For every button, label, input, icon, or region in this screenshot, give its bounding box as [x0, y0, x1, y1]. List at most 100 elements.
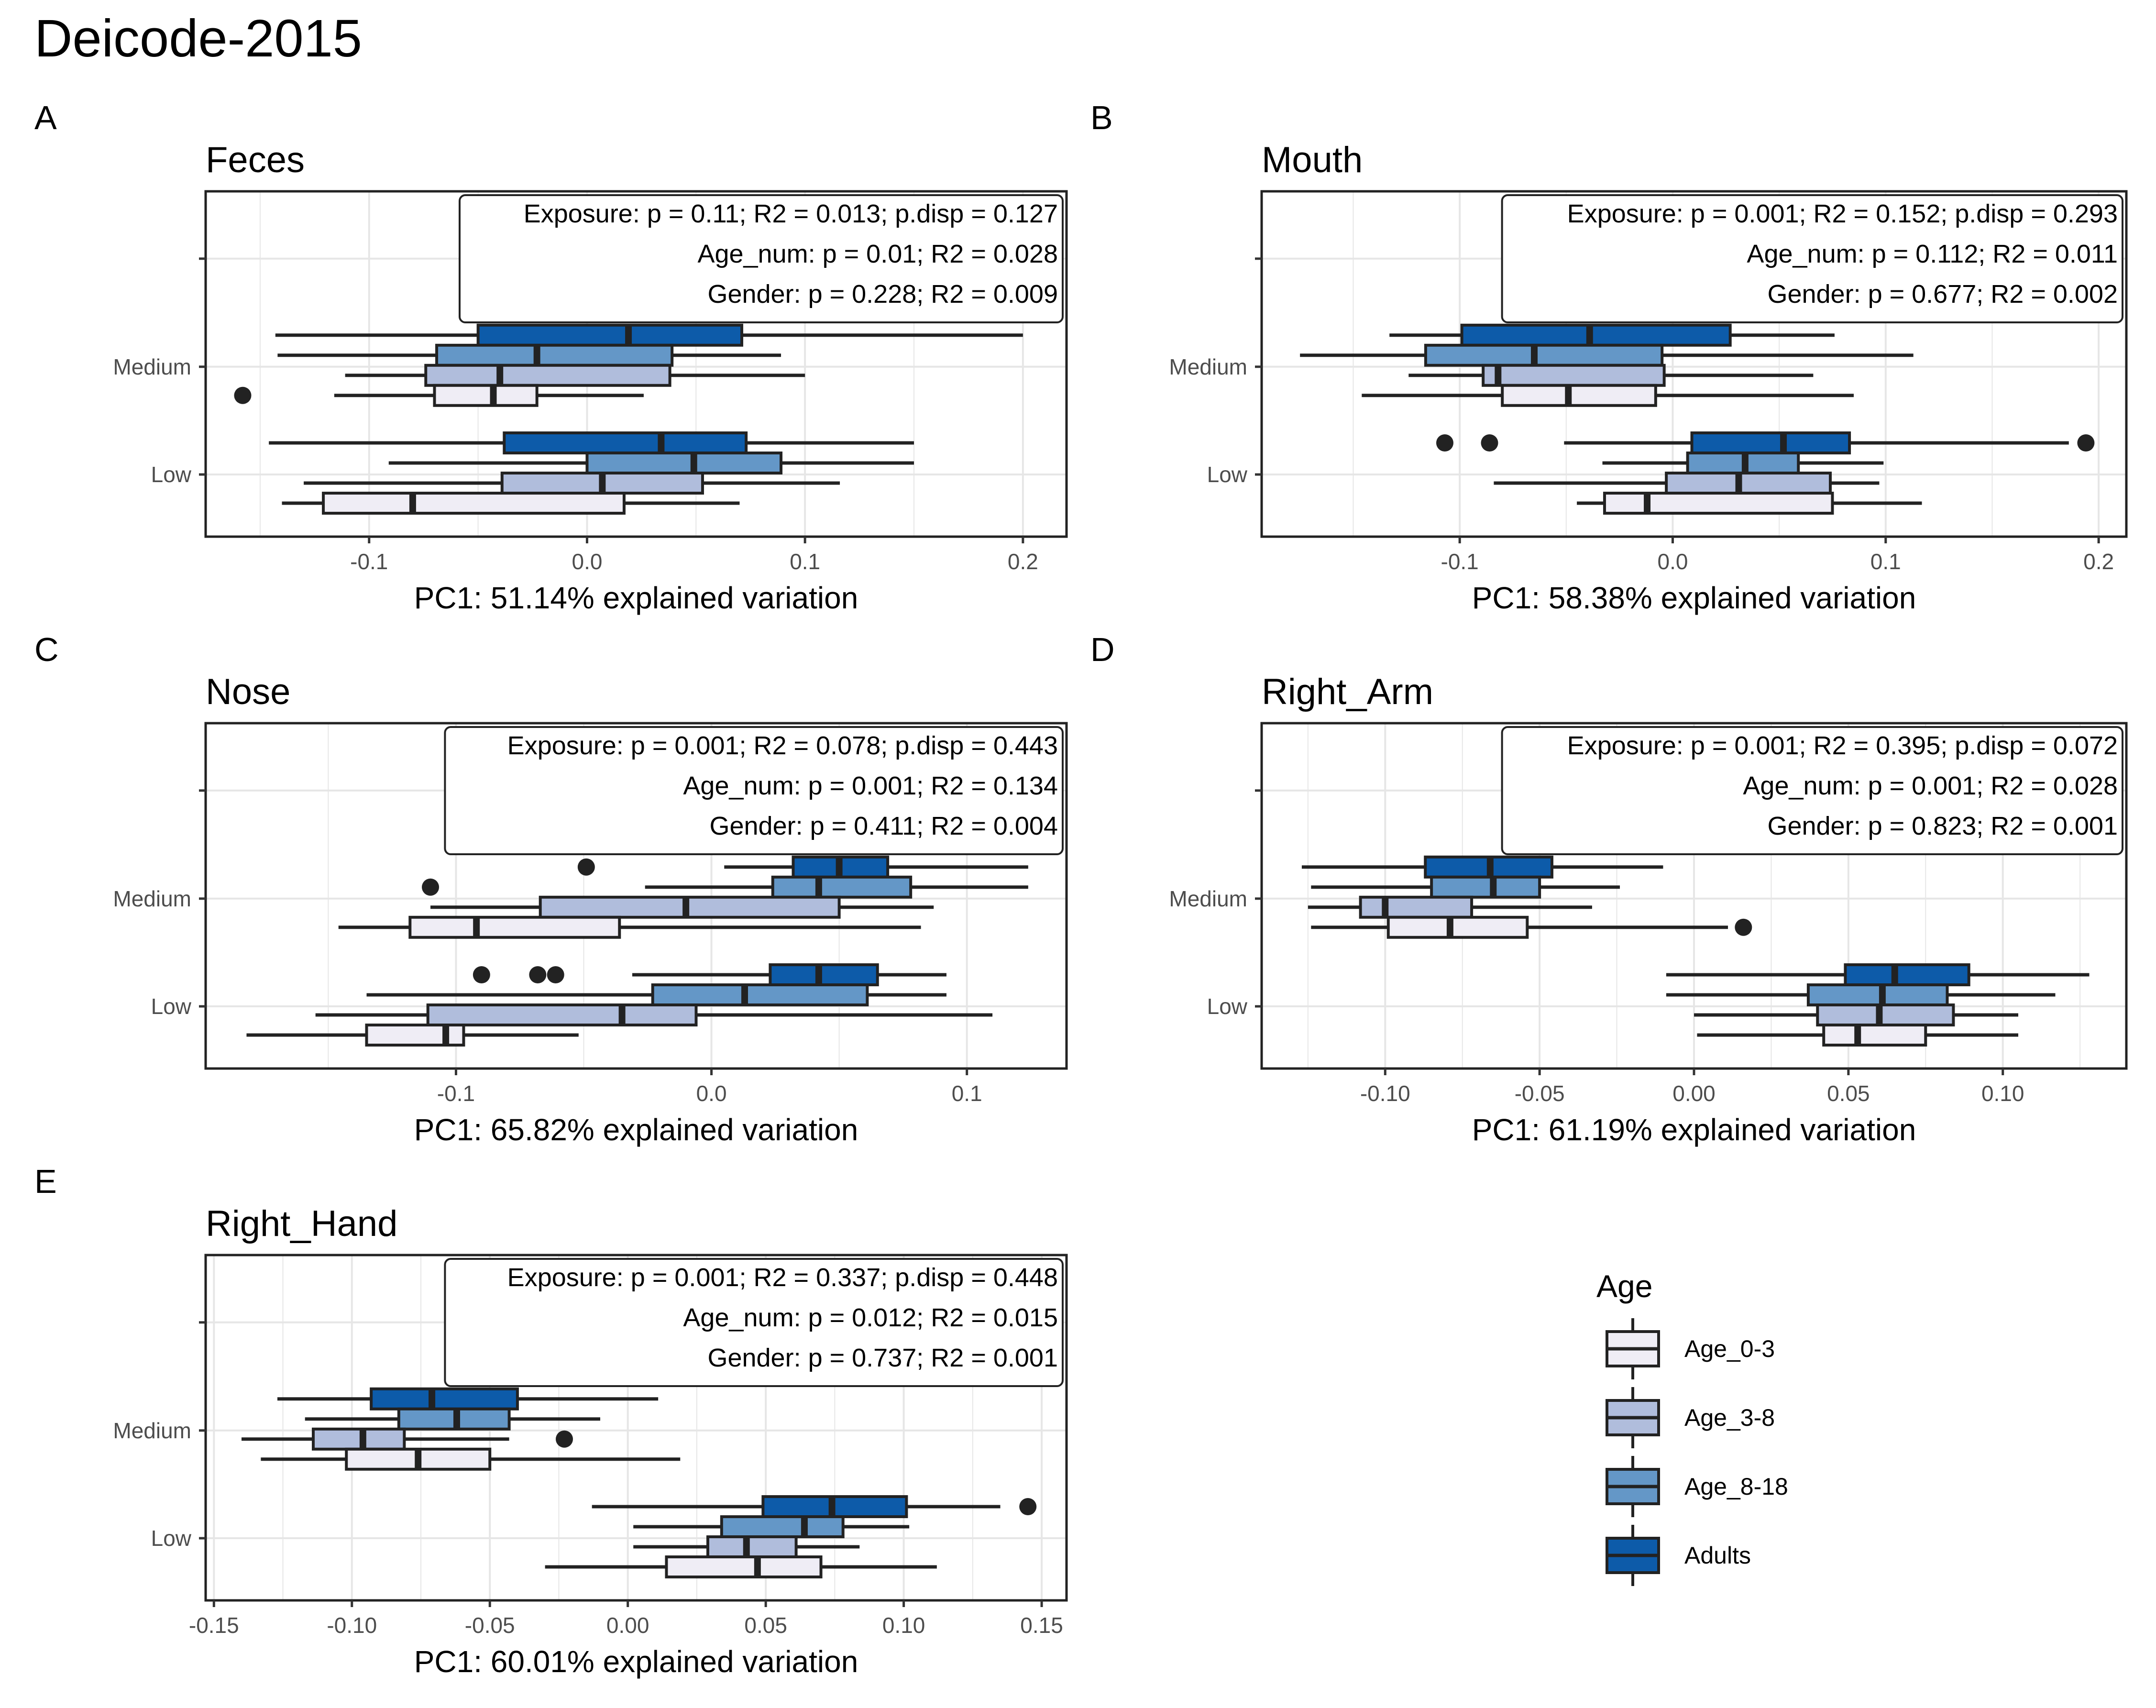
outlier-point: [1735, 918, 1752, 936]
stats-box: [444, 1258, 1064, 1387]
box-low-age-0-3: [246, 1024, 579, 1047]
stats-box: [1501, 194, 2123, 323]
legend-key-adults: Adults: [1606, 1525, 1751, 1586]
box-low-age-0-3: [1697, 1024, 2018, 1047]
stats-line: Age_num: p = 0.001; R2 = 0.028: [1743, 771, 2118, 800]
box-low-age-8-18: [388, 452, 914, 475]
x-tick-label: 0.2: [2083, 549, 2114, 574]
box-medium-age-3-8: [1308, 895, 1592, 919]
box-medium-age-0-3: [234, 384, 644, 407]
panel-title: Mouth: [1262, 140, 1363, 180]
panel-nose: C Nose Exposure: p = 0.001; R2 = 0.078; p.…: [34, 631, 1068, 1147]
x-tick-label: -0.1: [1441, 549, 1479, 574]
box-iqr: [503, 431, 748, 455]
panel-letter: D: [1090, 631, 1115, 668]
box-iqr: [1603, 492, 1834, 515]
x-tick-label: 0.15: [1020, 1613, 1063, 1638]
legend: Age Age_0-3 Age_3-8 Age_8-18 Adults: [1596, 1268, 1788, 1586]
box-medium-age-3-8: [1408, 364, 1814, 387]
box-iqr: [322, 492, 626, 515]
x-tick-label: 0.0: [572, 549, 602, 574]
stats-line: Gender: p = 0.823; R2 = 0.001: [1767, 812, 2118, 840]
panel-border: [204, 190, 1068, 538]
box-iqr: [1844, 963, 1970, 987]
panel-feces: A Feces Exposure: p = 0.11; R2 = 0.013; p.…: [34, 99, 1068, 615]
box-iqr: [1482, 364, 1666, 387]
panel-title: Right_Hand: [206, 1203, 397, 1244]
box-iqr: [1424, 343, 1664, 367]
box-medium-age-8-18: [305, 1407, 600, 1431]
y-tick-label: Medium: [113, 1418, 191, 1443]
x-tick-label: 0.10: [882, 1613, 925, 1638]
box-iqr: [1816, 1003, 1955, 1027]
box-low-adults: [592, 1495, 1037, 1519]
box-iqr: [433, 384, 539, 407]
panel-letter: E: [34, 1163, 57, 1200]
legend-label: Age_8-18: [1684, 1473, 1788, 1500]
stats-line: Exposure: p = 0.11; R2 = 0.013; p.disp =…: [524, 199, 1058, 228]
box-low-age-3-8: [633, 1535, 860, 1559]
stats-line: Gender: p = 0.228; R2 = 0.009: [707, 280, 1058, 309]
legend-label: Age_0-3: [1684, 1335, 1775, 1362]
box-medium-age-3-8: [430, 895, 934, 919]
x-tick-label: 0.05: [1827, 1081, 1870, 1106]
x-tick-label: 0.00: [1672, 1081, 1716, 1106]
x-axis-label: PC1: 51.14% explained variation: [414, 581, 858, 615]
legend-label: Adults: [1684, 1542, 1751, 1569]
box-medium-adults: [275, 323, 1023, 347]
panels: A Feces Exposure: p = 0.11; R2 = 0.013; p.…: [34, 99, 2128, 1679]
stats-line: Age_num: p = 0.112; R2 = 0.011: [1747, 240, 2118, 268]
x-axis-label: PC1: 61.19% explained variation: [1472, 1113, 1916, 1147]
box-iqr: [1501, 384, 1657, 407]
panel-border: [204, 722, 1068, 1070]
box-low-age-3-8: [1494, 472, 1880, 495]
outlier-point: [547, 966, 564, 984]
stats-line: Exposure: p = 0.001; R2 = 0.337; p.disp …: [507, 1263, 1058, 1292]
x-tick-label: 0.1: [1870, 549, 1901, 574]
box-iqr: [665, 1555, 823, 1579]
y-tick-label: Low: [151, 994, 192, 1019]
panel-right-arm: D Right_Arm Exposure: p = 0.001; R2 = 0.39…: [1090, 631, 2128, 1147]
box-low-age-0-3: [545, 1555, 937, 1579]
box-iqr: [1806, 983, 1949, 1007]
stats-box: [459, 194, 1064, 323]
box-medium-age-0-3: [338, 915, 921, 939]
x-tick-label: -0.15: [189, 1613, 239, 1638]
box-iqr: [585, 452, 783, 475]
y-tick-label: Low: [1207, 462, 1248, 487]
y-tick-label: Low: [151, 462, 192, 487]
panel-title: Feces: [206, 140, 305, 180]
panel-right-hand: E Right_Hand Exposure: p = 0.001; R2 = 0.3…: [34, 1163, 1068, 1679]
stats-line: Age_num: p = 0.012; R2 = 0.015: [683, 1303, 1058, 1332]
x-tick-label: -0.10: [1360, 1081, 1410, 1106]
panel-title: Right_Arm: [1262, 672, 1433, 712]
box-low-age-3-8: [304, 472, 840, 495]
stats-line: Age_num: p = 0.01; R2 = 0.028: [697, 240, 1058, 268]
x-tick-label: -0.10: [327, 1613, 377, 1638]
x-tick-label: 0.05: [744, 1613, 787, 1638]
panel-letter: B: [1090, 99, 1113, 136]
x-tick-label: 0.2: [1008, 549, 1038, 574]
legend-key-age-3-8: Age_3-8: [1606, 1387, 1775, 1448]
box-medium-age-0-3: [1311, 915, 1752, 939]
x-axis-label: PC1: 65.82% explained variation: [414, 1113, 858, 1147]
box-low-age-3-8: [315, 1003, 993, 1027]
box-medium-age-0-3: [1362, 384, 1854, 407]
outlier-point: [577, 858, 595, 876]
box-medium-age-3-8: [345, 364, 805, 387]
x-tick-label: -0.1: [437, 1081, 475, 1106]
stats-line: Age_num: p = 0.001; R2 = 0.134: [683, 771, 1058, 800]
box-iqr: [706, 1535, 798, 1559]
outlier-point: [1436, 434, 1453, 452]
box-iqr: [408, 915, 621, 939]
box-iqr: [539, 895, 841, 919]
outlier-point: [1019, 1498, 1037, 1516]
panel-border: [1260, 190, 2128, 538]
box-low-age-8-18: [366, 983, 946, 1007]
x-axis-label: PC1: 58.38% explained variation: [1472, 581, 1916, 615]
box-low-age-8-18: [633, 1515, 910, 1539]
y-tick-label: Low: [151, 1526, 192, 1551]
x-tick-label: 0.1: [952, 1081, 982, 1106]
box-iqr: [1386, 915, 1529, 939]
